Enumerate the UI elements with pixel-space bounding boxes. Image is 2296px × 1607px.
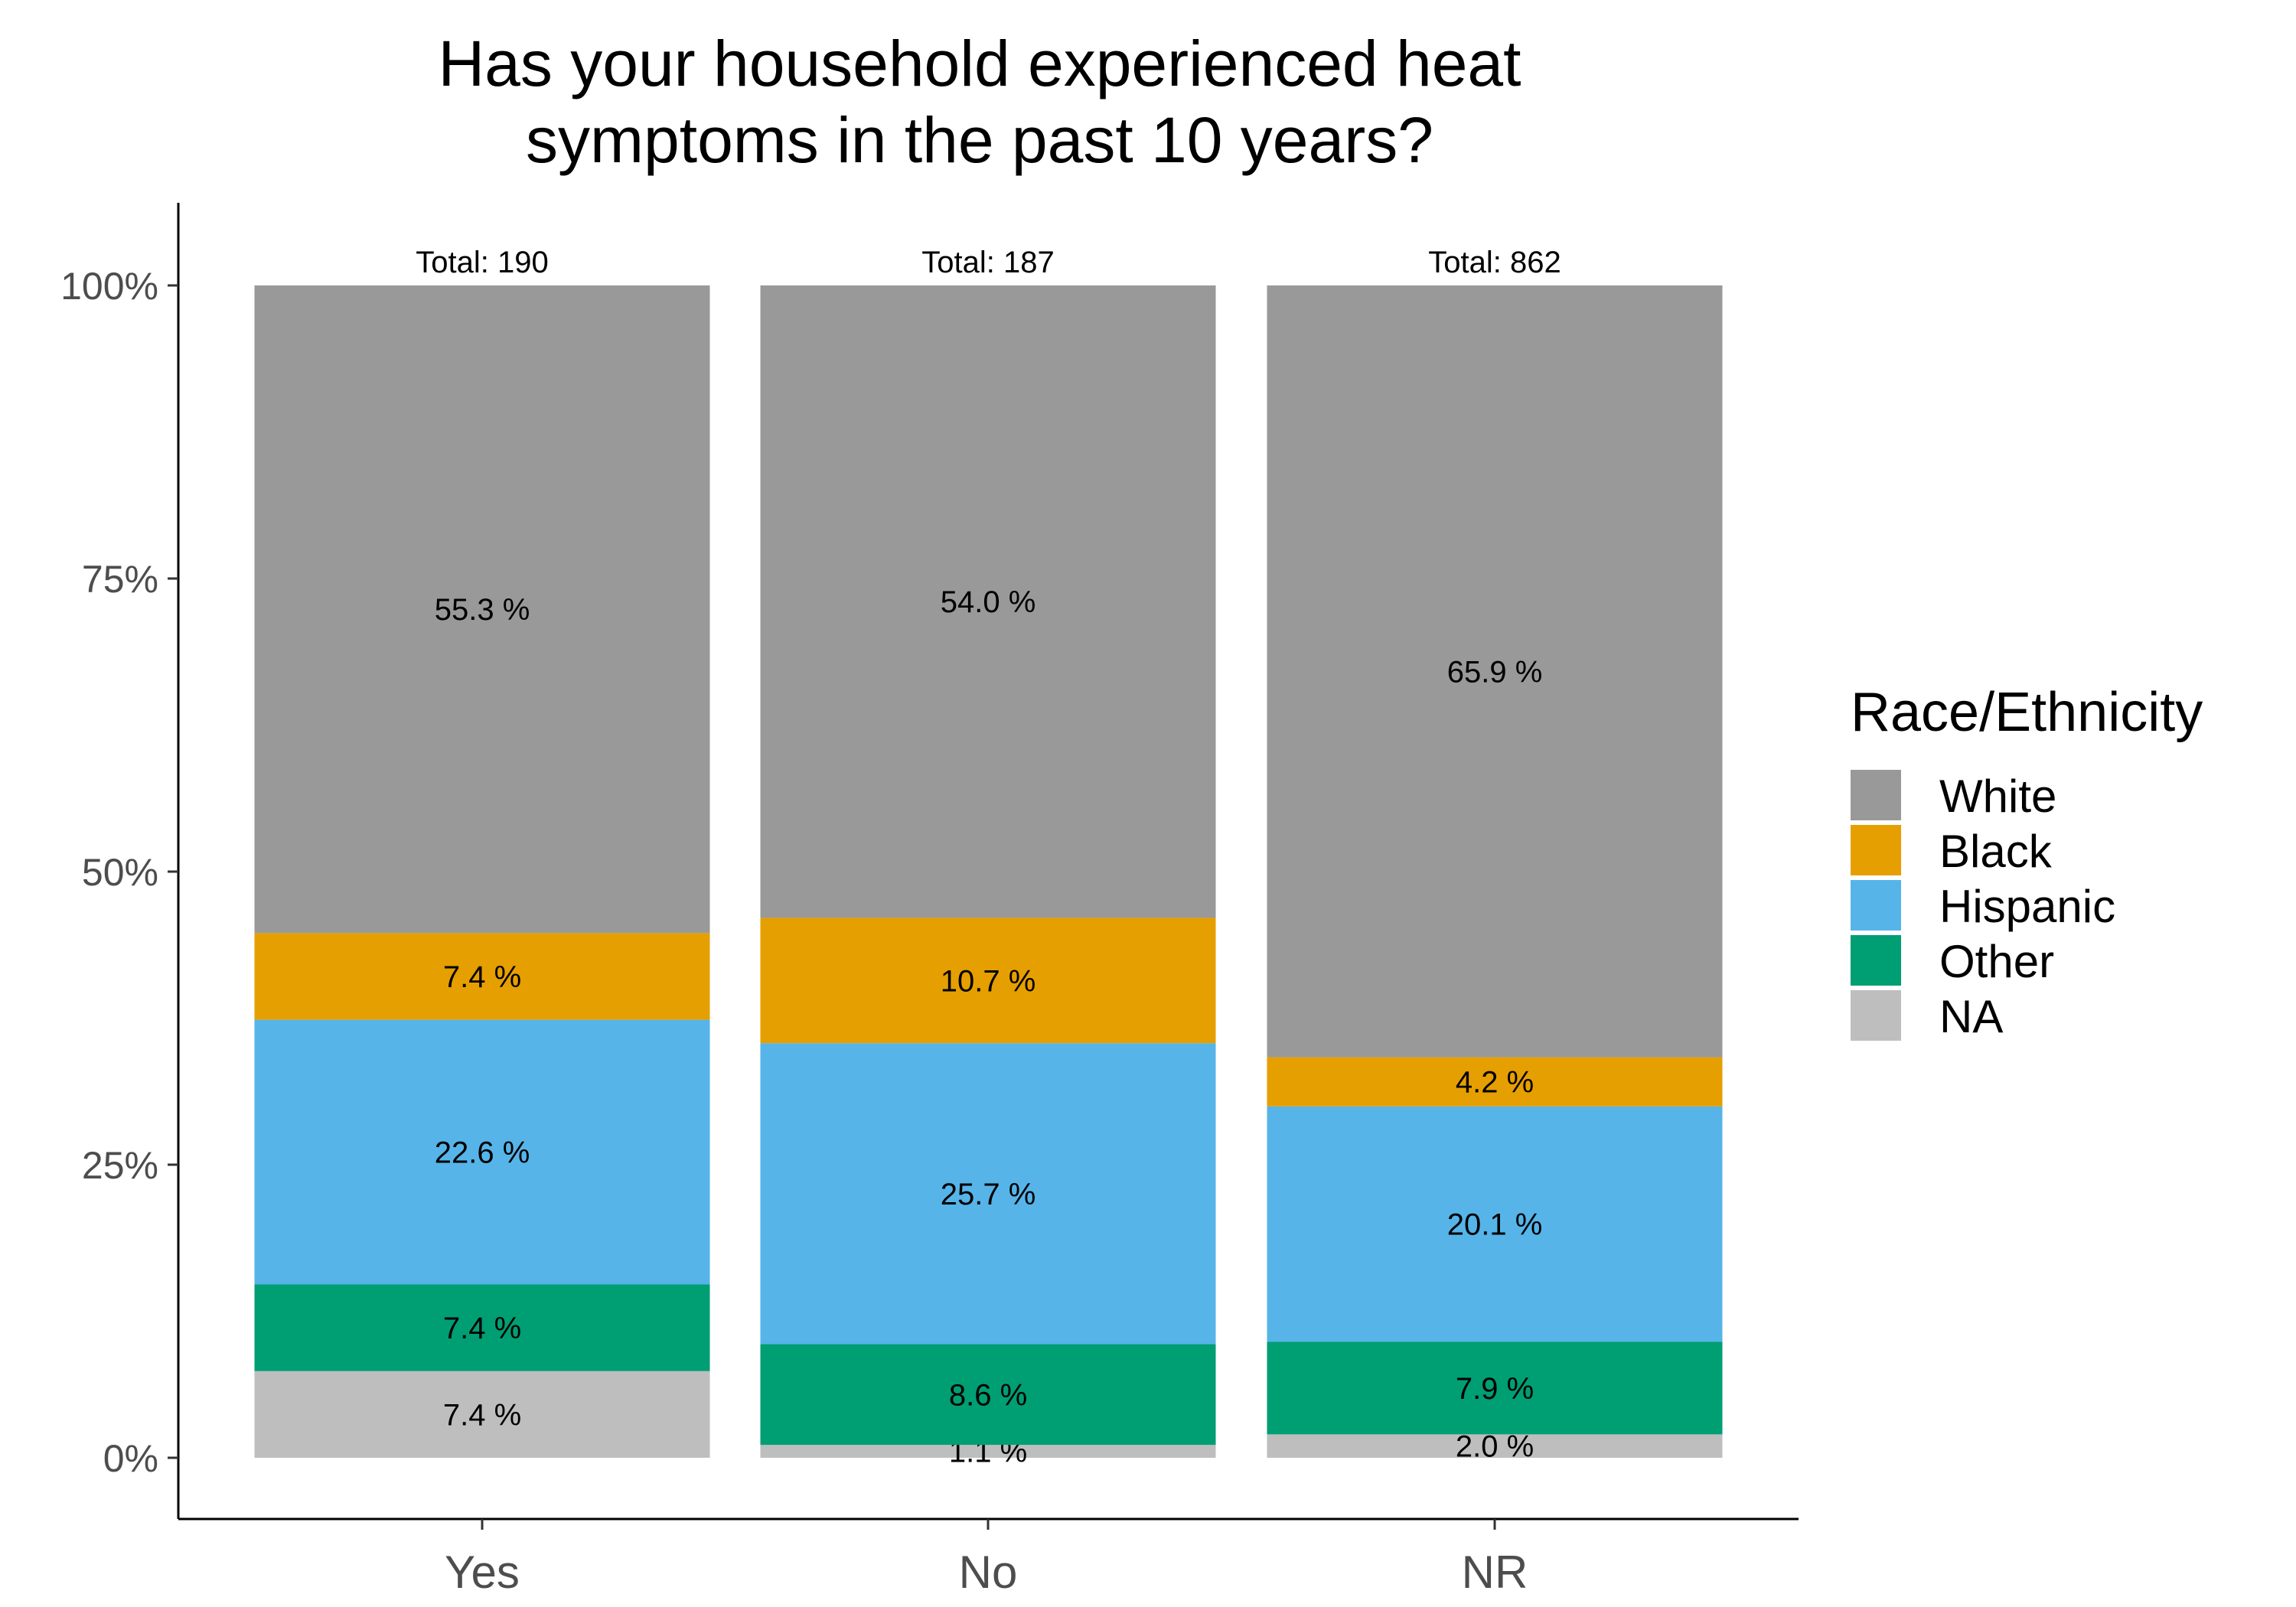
- bar-nr-black: [1267, 1057, 1723, 1107]
- data-label-nr-other: 7.9 %: [1456, 1372, 1534, 1406]
- data-label-nr-white: 65.9 %: [1447, 655, 1543, 689]
- bar-nr-na: [1267, 1434, 1723, 1458]
- chart-title-line-2: symptoms in the past 10 years?: [526, 104, 1433, 176]
- legend-key-na: [1851, 990, 1901, 1041]
- bar-no-hispanic: [760, 1043, 1216, 1345]
- bar-yes-black: [254, 933, 710, 1020]
- bar-no-other: [760, 1344, 1216, 1446]
- bar-yes-other: [254, 1284, 710, 1371]
- data-label-no-other: 8.6 %: [949, 1378, 1027, 1412]
- data-label-yes-hispanic: 22.6 %: [435, 1136, 530, 1170]
- data-label-yes-black: 7.4 %: [443, 960, 521, 994]
- y-tick-label-50: 50%: [82, 851, 158, 894]
- legend-label-hispanic: Hispanic: [1939, 881, 2115, 932]
- axes: 0% 25% 50% 75% 100% Yes No NR: [60, 203, 1799, 1598]
- legend-label-white: White: [1939, 771, 2056, 822]
- bar-yes-na: [254, 1371, 710, 1458]
- bars: 7.4 %7.4 %22.6 %7.4 %55.3 %Total: 1901.1…: [254, 246, 1723, 1469]
- data-label-yes-other: 7.4 %: [443, 1312, 521, 1345]
- total-label-nr: Total: 862: [1428, 246, 1561, 279]
- bar-nr-hispanic: [1267, 1106, 1723, 1342]
- data-label-yes-white: 55.3 %: [435, 593, 530, 627]
- data-label-no-white: 54.0 %: [941, 585, 1036, 619]
- legend-key-hispanic: [1851, 880, 1901, 931]
- y-tick-label-100: 100%: [60, 265, 158, 308]
- data-label-no-black: 10.7 %: [941, 964, 1036, 998]
- total-label-no: Total: 187: [921, 246, 1054, 279]
- chart-title-line-1: Has your household experienced heat: [439, 28, 1521, 99]
- legend-key-other: [1851, 935, 1901, 986]
- data-label-nr-na: 2.0 %: [1456, 1430, 1534, 1464]
- chart-title: Has your household experienced heatsympt…: [439, 28, 1521, 176]
- legend-label-black: Black: [1939, 826, 2053, 877]
- bar-stack-nr: 2.0 % 7.9 % 20.1 % 4.2 % 65.9 % Total: 862: [1267, 246, 1723, 1464]
- data-label-nr-black: 4.2 %: [1456, 1066, 1534, 1100]
- bar-yes-hispanic: [254, 1019, 710, 1285]
- legend-label-other: Other: [1939, 936, 2054, 987]
- bar-no-na: [760, 1445, 1216, 1458]
- bar-nr-other: [1267, 1341, 1723, 1435]
- bar-no-white: [760, 285, 1216, 918]
- data-label-nr-hispanic: 20.1 %: [1447, 1208, 1543, 1242]
- total-label-yes: Total: 190: [416, 246, 548, 279]
- bar-stack-yes: 7.4 % 7.4 % 22.6 % 7.4 % 55.3 % Total: 190: [254, 246, 710, 1458]
- legend-key-black: [1851, 825, 1901, 875]
- y-tick-label-0: 0%: [103, 1437, 158, 1480]
- x-tick-label-nr: NR: [1462, 1547, 1528, 1598]
- bar-yes-white: [254, 285, 710, 934]
- bar-stack-no: 1.1 %8.6 %25.7 %10.7 %54.0 %Total: 187: [760, 246, 1216, 1469]
- data-label-yes-na: 7.4 %: [443, 1398, 521, 1432]
- x-tick-label-yes: Yes: [445, 1547, 520, 1598]
- data-label-no-hispanic: 25.7 %: [941, 1178, 1036, 1211]
- legend-label-na: NA: [1939, 991, 2003, 1042]
- legend-key-white: [1851, 770, 1901, 820]
- bar-nr-white: [1267, 285, 1723, 1058]
- y-tick-label-75: 75%: [82, 558, 158, 601]
- legend-title: Race/Ethnicity: [1851, 682, 2203, 743]
- bar-no-black: [760, 918, 1216, 1044]
- x-tick-label-no: No: [959, 1547, 1018, 1598]
- y-tick-label-25: 25%: [82, 1144, 158, 1187]
